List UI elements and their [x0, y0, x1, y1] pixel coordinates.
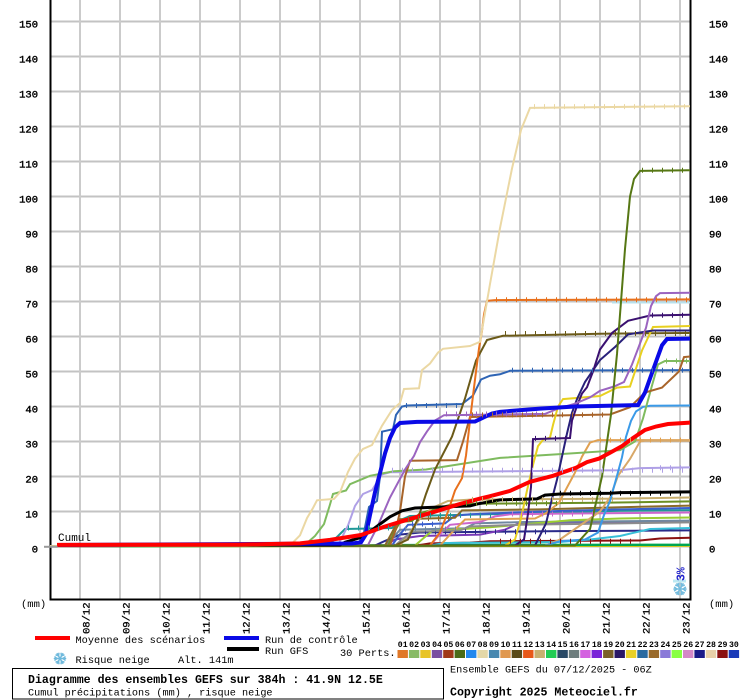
svg-text:06: 06: [455, 641, 465, 650]
svg-text:3%: 3%: [676, 567, 689, 581]
svg-text:(mm): (mm): [21, 599, 46, 611]
svg-text:100: 100: [709, 195, 728, 207]
svg-text:140: 140: [709, 55, 728, 67]
svg-text:22/12: 22/12: [642, 602, 654, 634]
svg-text:30: 30: [25, 440, 38, 452]
svg-text:100: 100: [19, 195, 38, 207]
svg-text:70: 70: [25, 300, 38, 312]
svg-text:Diagramme des ensembles GEFS s: Diagramme des ensembles GEFS sur 384h : …: [28, 674, 383, 687]
svg-text:110: 110: [709, 160, 728, 172]
svg-text:03: 03: [421, 641, 431, 650]
svg-text:10/12: 10/12: [162, 602, 174, 634]
svg-text:120: 120: [709, 125, 728, 137]
svg-text:09/12: 09/12: [122, 602, 134, 634]
svg-text:110: 110: [19, 160, 38, 172]
svg-text:17: 17: [580, 641, 590, 650]
svg-text:20: 20: [709, 475, 722, 487]
svg-text:Cumul précipitations (mm) , ri: Cumul précipitations (mm) , risque neige: [28, 688, 273, 700]
svg-text:120: 120: [19, 125, 38, 137]
svg-text:16/12: 16/12: [402, 602, 414, 634]
svg-text:27: 27: [695, 641, 705, 650]
svg-text:22: 22: [638, 641, 648, 650]
svg-text:10: 10: [709, 510, 722, 522]
svg-text:11: 11: [512, 641, 522, 650]
svg-text:10: 10: [501, 641, 511, 650]
svg-text:Copyright 2025 Meteociel.fr: Copyright 2025 Meteociel.fr: [450, 687, 638, 700]
svg-text:Run de contrôle: Run de contrôle: [265, 635, 358, 647]
svg-text:11/12: 11/12: [202, 602, 214, 634]
svg-text:08/12: 08/12: [82, 602, 94, 634]
svg-text:26: 26: [683, 641, 693, 650]
svg-text:19: 19: [603, 641, 613, 650]
svg-text:23: 23: [649, 641, 659, 650]
svg-text:Ensemble GEFS du 07/12/2025 -: Ensemble GEFS du 07/12/2025 - 06Z: [450, 665, 652, 677]
svg-text:0: 0: [709, 545, 715, 557]
svg-text:15: 15: [558, 641, 568, 650]
svg-text:Cumul: Cumul: [58, 533, 91, 545]
svg-text:30 Perts.: 30 Perts.: [340, 648, 396, 660]
svg-text:02: 02: [409, 641, 419, 650]
svg-text:70: 70: [709, 300, 722, 312]
svg-text:150: 150: [709, 20, 728, 32]
svg-text:80: 80: [25, 265, 38, 277]
svg-text:05: 05: [443, 641, 453, 650]
svg-text:01: 01: [398, 641, 408, 650]
svg-text:20/12: 20/12: [562, 602, 574, 634]
svg-text:50: 50: [709, 370, 722, 382]
svg-text:30: 30: [709, 440, 722, 452]
svg-text:15/12: 15/12: [362, 602, 374, 634]
svg-text:17/12: 17/12: [442, 602, 454, 634]
svg-text:140: 140: [19, 55, 38, 67]
svg-text:Alt. 141m: Alt. 141m: [178, 655, 234, 667]
svg-text:150: 150: [19, 20, 38, 32]
svg-text:0: 0: [32, 545, 38, 557]
svg-text:20: 20: [615, 641, 625, 650]
svg-text:29: 29: [718, 641, 728, 650]
svg-text:Run GFS: Run GFS: [265, 646, 308, 658]
svg-text:90: 90: [25, 230, 38, 242]
svg-text:13/12: 13/12: [282, 602, 294, 634]
svg-text:12/12: 12/12: [242, 602, 254, 634]
svg-text:Moyenne des scénarios: Moyenne des scénarios: [76, 635, 206, 647]
svg-text:Risque neige: Risque neige: [76, 655, 150, 667]
svg-text:30: 30: [729, 641, 739, 650]
svg-text:130: 130: [709, 90, 728, 102]
svg-text:21: 21: [626, 641, 636, 650]
svg-text:40: 40: [709, 405, 722, 417]
svg-text:14/12: 14/12: [322, 602, 334, 634]
svg-text:20: 20: [25, 475, 38, 487]
svg-text:09: 09: [489, 641, 499, 650]
svg-text:24: 24: [660, 641, 670, 650]
svg-text:19/12: 19/12: [522, 602, 534, 634]
svg-text:04: 04: [432, 641, 442, 650]
svg-text:07: 07: [466, 641, 476, 650]
svg-text:25: 25: [672, 641, 682, 650]
svg-text:13: 13: [535, 641, 545, 650]
svg-text:12: 12: [523, 641, 533, 650]
svg-text:40: 40: [25, 405, 38, 417]
svg-text:60: 60: [25, 335, 38, 347]
svg-text:80: 80: [709, 265, 722, 277]
svg-text:18/12: 18/12: [482, 602, 494, 634]
svg-text:14: 14: [546, 641, 556, 650]
svg-text:16: 16: [569, 641, 579, 650]
svg-text:21/12: 21/12: [602, 602, 614, 634]
svg-text:130: 130: [19, 90, 38, 102]
svg-text:18: 18: [592, 641, 602, 650]
svg-text:50: 50: [25, 370, 38, 382]
svg-text:90: 90: [709, 230, 722, 242]
svg-text:23/12: 23/12: [682, 602, 694, 634]
svg-text:60: 60: [709, 335, 722, 347]
svg-text:(mm): (mm): [709, 599, 734, 611]
svg-text:28: 28: [706, 641, 716, 650]
svg-text:10: 10: [25, 510, 38, 522]
svg-text:08: 08: [478, 641, 488, 650]
